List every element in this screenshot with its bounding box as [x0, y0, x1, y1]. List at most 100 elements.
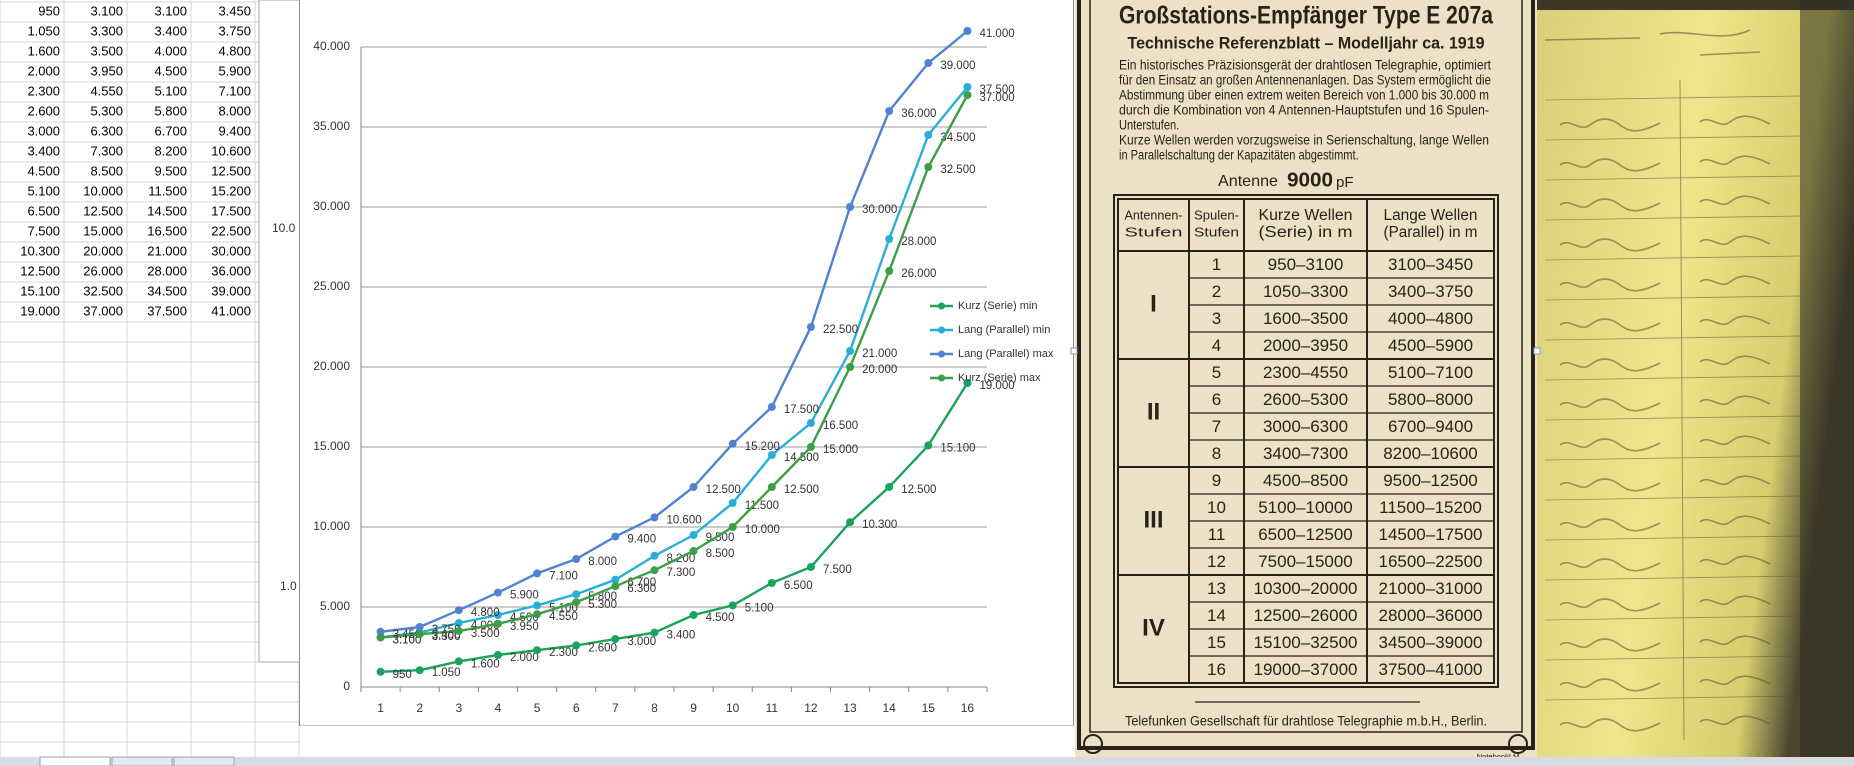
data-point — [611, 635, 620, 643]
cell: 16.500 — [147, 223, 187, 238]
cell: 11.500 — [148, 183, 187, 198]
paragraph-line: Unterstufen. — [1119, 118, 1179, 133]
antenna-label: Antenne — [1218, 173, 1278, 190]
group-label: I — [1150, 290, 1157, 317]
series-line — [380, 94, 969, 639]
data-point — [963, 91, 972, 99]
table-cell: 5 — [1212, 363, 1221, 382]
antenna-unit: pF — [1336, 174, 1354, 191]
data-point — [963, 27, 972, 35]
data-label: 1.600 — [471, 658, 500, 670]
data-point — [415, 630, 424, 639]
cell: 8.500 — [90, 163, 123, 178]
background-chart-label: 10.0 — [272, 221, 296, 235]
data-point — [689, 547, 698, 555]
table-cell: 1600–3500 — [1263, 309, 1348, 328]
cell: 3.750 — [218, 23, 251, 38]
data-label: 12.500 — [784, 484, 819, 496]
data-label: 9.500 — [706, 532, 735, 544]
tab-bar — [0, 757, 1854, 766]
table-header: Spulen- — [1194, 207, 1239, 222]
cell: 15.200 — [211, 183, 251, 198]
x-tick-label: 15 — [922, 701, 936, 715]
cell: 5.100 — [154, 83, 187, 98]
doc-title: Großstations-Empfänger Type E 207a — [1119, 2, 1494, 30]
data-point — [533, 646, 542, 655]
table-cell: 3100–3450 — [1388, 255, 1473, 274]
data-point — [846, 347, 855, 355]
data-label: 26.000 — [901, 268, 936, 280]
table-header: Stufen — [1125, 224, 1183, 239]
table-cell: 11 — [1208, 525, 1226, 544]
x-tick-label: 6 — [573, 701, 580, 715]
cell: 3.100 — [90, 3, 123, 18]
table-cell: 9500–12500 — [1383, 471, 1478, 490]
cell: 1.050 — [27, 23, 60, 38]
cell: 2.600 — [27, 103, 60, 118]
y-tick-label: 5.000 — [320, 599, 350, 613]
data-point — [767, 451, 776, 459]
table-cell: 4500–5900 — [1388, 336, 1473, 355]
x-tick-label: 11 — [766, 701, 779, 715]
data-point — [846, 363, 855, 371]
data-label: 15.200 — [745, 441, 780, 453]
cell: 3.400 — [27, 143, 60, 158]
data-point — [611, 575, 620, 584]
outer-border — [1077, 0, 1535, 750]
cell: 6.500 — [27, 203, 60, 218]
table-cell: 37500–41000 — [1378, 660, 1482, 679]
table-cell: 950–3100 — [1268, 255, 1344, 274]
data-point — [689, 611, 698, 619]
corner-ornament — [1083, 734, 1103, 754]
data-label: 4.550 — [549, 611, 578, 623]
data-label: 37.000 — [979, 92, 1014, 104]
data-point — [493, 619, 502, 628]
data-point — [728, 601, 737, 610]
cell: 39.000 — [211, 283, 251, 298]
badge: NotebookLM — [1477, 752, 1520, 761]
data-label: 20.000 — [862, 364, 897, 376]
data-point — [806, 419, 815, 427]
legend-label: Kurz (Serie) min — [958, 300, 1037, 312]
table-cell: 1050–3300 — [1263, 282, 1348, 301]
y-tick-label: 30.000 — [313, 199, 350, 213]
data-label: 15.100 — [940, 442, 975, 454]
data-label: 6.700 — [627, 577, 656, 589]
table-cell: 6700–9400 — [1388, 417, 1473, 436]
sheet-tab[interactable] — [111, 756, 173, 766]
cell: 3.450 — [218, 3, 251, 18]
data-point — [415, 623, 424, 631]
data-point — [572, 598, 581, 607]
cell: 20.000 — [83, 243, 123, 258]
table-cell: 8200–10600 — [1383, 444, 1478, 463]
x-tick-label: 12 — [804, 701, 818, 715]
x-tick-label: 5 — [534, 701, 541, 715]
data-point — [454, 606, 463, 615]
cell: 37.000 — [83, 303, 123, 318]
data-point — [650, 628, 659, 637]
x-tick-label: 7 — [612, 701, 619, 715]
selection-handle[interactable] — [1533, 347, 1541, 355]
table-cell: 4 — [1212, 336, 1221, 355]
sheet-tab[interactable] — [39, 756, 111, 766]
table-cell: 2000–3950 — [1263, 336, 1348, 355]
data-point — [650, 551, 659, 560]
sheet-tab[interactable] — [173, 756, 235, 766]
data-point — [689, 483, 698, 491]
data-label: 3.100 — [393, 634, 422, 646]
data-point — [650, 513, 659, 522]
document-panel: Großstations-Empfänger Type E 207a Techni… — [1075, 0, 1537, 761]
cell: 8.000 — [218, 103, 251, 118]
selection-handle[interactable] — [1070, 347, 1078, 355]
data-point — [493, 611, 502, 619]
data-point — [767, 483, 776, 491]
data-point — [924, 163, 933, 171]
cell: 9.400 — [218, 123, 251, 138]
data-label: 8.000 — [588, 556, 617, 568]
cell: 30.000 — [211, 243, 251, 258]
paragraph-line: Abstimmung über einen extrem weiten Bere… — [1119, 88, 1489, 103]
handwriting — [1544, 29, 1801, 741]
cell: 10.000 — [83, 183, 123, 198]
data-point — [572, 555, 581, 563]
